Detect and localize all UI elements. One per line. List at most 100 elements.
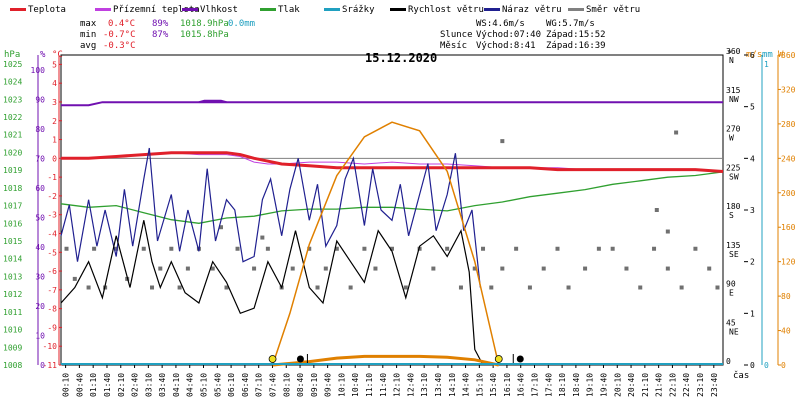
wind-direction-point — [290, 266, 295, 271]
rain-tick-label: 1 — [764, 60, 769, 69]
wind-direction-point — [500, 139, 505, 144]
wind-direction-point — [472, 266, 477, 271]
x-tick-label: 16:10 — [503, 373, 512, 397]
temp-tick-label: -11 — [43, 361, 58, 370]
direction-name-label: W — [729, 134, 734, 143]
direction-name-label: S — [729, 211, 734, 220]
solar-tick-label: 240 — [781, 154, 796, 163]
stat-max-label: max — [80, 19, 97, 29]
stat-avg-label: avg — [80, 41, 96, 51]
x-tick-label: 16:40 — [517, 373, 526, 397]
solar-tick-label: 80 — [781, 292, 791, 301]
wind-direction-point — [92, 246, 97, 251]
direction-name-label: SE — [729, 250, 739, 259]
wind-direction-point — [514, 246, 519, 251]
legend-tlak: Tlak — [278, 5, 300, 15]
x-tick-label: 17:10 — [531, 373, 540, 397]
wind-direction-point — [114, 246, 119, 251]
x-tick-label: 07:40 — [268, 373, 277, 397]
legend-vlhkost: Vlhkost — [200, 5, 238, 15]
x-tick-label: 18:40 — [572, 373, 581, 397]
direction-tick-label: 315 — [726, 86, 741, 95]
humidity-tick-label: 40 — [35, 243, 45, 252]
legend-swatch-naraz — [484, 8, 500, 11]
humidity-tick-label: 10 — [35, 331, 45, 340]
wind-direction-point — [158, 266, 163, 271]
legend-swatch-tlak — [260, 8, 276, 11]
x-tick-label: 22:40 — [682, 373, 691, 397]
wind-direction-point — [431, 266, 436, 271]
solar-tick-label: 200 — [781, 189, 796, 198]
humidity-tick-label: 80 — [35, 125, 45, 134]
direction-name-label: NW — [729, 95, 739, 104]
solar-tick-label: 0 — [781, 361, 786, 370]
wind-direction-point — [373, 266, 378, 271]
direction-tick-label: 0 — [726, 357, 731, 366]
axis-temp-label: °C — [52, 50, 63, 60]
wind-direction-point — [185, 266, 190, 271]
wind-direction-point — [86, 285, 91, 290]
moon-label: Měsíc — [440, 41, 467, 51]
x-tick-label: 20:40 — [627, 373, 636, 397]
x-tick-label: 19:40 — [599, 373, 608, 397]
stat-max-press: 1018.9hPa — [180, 19, 229, 29]
wind-direction-point — [693, 246, 698, 251]
direction-tick-label: 180 — [726, 202, 741, 211]
tick-labels: 543210-1-2-3-4-5-6-7-8-9-10-111009080706… — [3, 47, 796, 397]
humidity-tick-label: 0 — [40, 361, 45, 370]
sun-label: Slunce — [440, 30, 473, 40]
x-tick-label: 21:40 — [655, 373, 664, 397]
temp-tick-label: -8 — [47, 305, 57, 314]
stat-avg-temp: -0.3°C — [103, 41, 136, 51]
wind-direction-point — [169, 246, 174, 251]
x-tick-label: 22:10 — [668, 373, 677, 397]
stat-wg: WG:5.7m/s — [546, 19, 595, 29]
direction-name-label: N — [729, 56, 734, 65]
wind-direction-point — [210, 266, 215, 271]
temp-tick-label: -9 — [47, 323, 57, 332]
wind-direction-point — [715, 285, 720, 290]
x-tick-label: 01:10 — [89, 373, 98, 397]
legend-swatch-smer — [568, 8, 584, 11]
wind-direction-point — [652, 246, 657, 251]
x-tick-label: 06:40 — [241, 373, 250, 397]
wind-direction-point — [323, 266, 328, 271]
wind-direction-point — [624, 266, 629, 271]
wind-direction-point — [500, 266, 505, 271]
wind-direction-point — [177, 285, 182, 290]
temp-tick-label: -7 — [47, 286, 57, 295]
pressure-tick-label: 1019 — [3, 166, 22, 175]
temp-tick-label: -4 — [47, 229, 57, 238]
humidity-tick-label: 60 — [35, 184, 45, 193]
x-tick-label: 12:40 — [406, 373, 415, 397]
plot-area — [60, 54, 724, 366]
legend-rychlost: Rychlost větru — [408, 5, 484, 15]
wind-direction-point — [481, 246, 486, 251]
solar-line — [271, 121, 500, 366]
x-tick-label: 15:40 — [489, 373, 498, 397]
legend-naraz: Náraz větru — [502, 5, 562, 15]
pressure-tick-label: 1011 — [3, 308, 22, 317]
wind-direction-point — [64, 246, 69, 251]
axis-hum-label: % — [40, 50, 46, 60]
temp-tick-label: -3 — [47, 211, 57, 220]
wind-direction-point — [307, 246, 312, 251]
wind-direction-point — [252, 266, 257, 271]
moonrise-marker — [296, 355, 304, 363]
pressure-tick-label: 1018 — [3, 184, 22, 193]
pressure-tick-label: 1013 — [3, 272, 22, 281]
stat-max-hum: 89% — [152, 19, 169, 29]
legend-prizemni: Přízemní teplota — [113, 5, 200, 15]
rain-tick-label: 0 — [764, 361, 769, 370]
wind-gust-line — [60, 147, 481, 288]
legend-srazky: Srážky — [342, 5, 375, 15]
x-tick-label: 11:40 — [379, 373, 388, 397]
series-layer — [60, 99, 724, 367]
wind-direction-point — [665, 229, 670, 234]
stat-min-hum: 87% — [152, 30, 169, 40]
wind-direction-point — [674, 130, 679, 135]
x-tick-label: 13:10 — [420, 373, 429, 397]
x-tick-label: 20:10 — [613, 373, 622, 397]
pressure-tick-label: 1010 — [3, 326, 22, 335]
temp-tick-label: 0 — [52, 154, 57, 163]
